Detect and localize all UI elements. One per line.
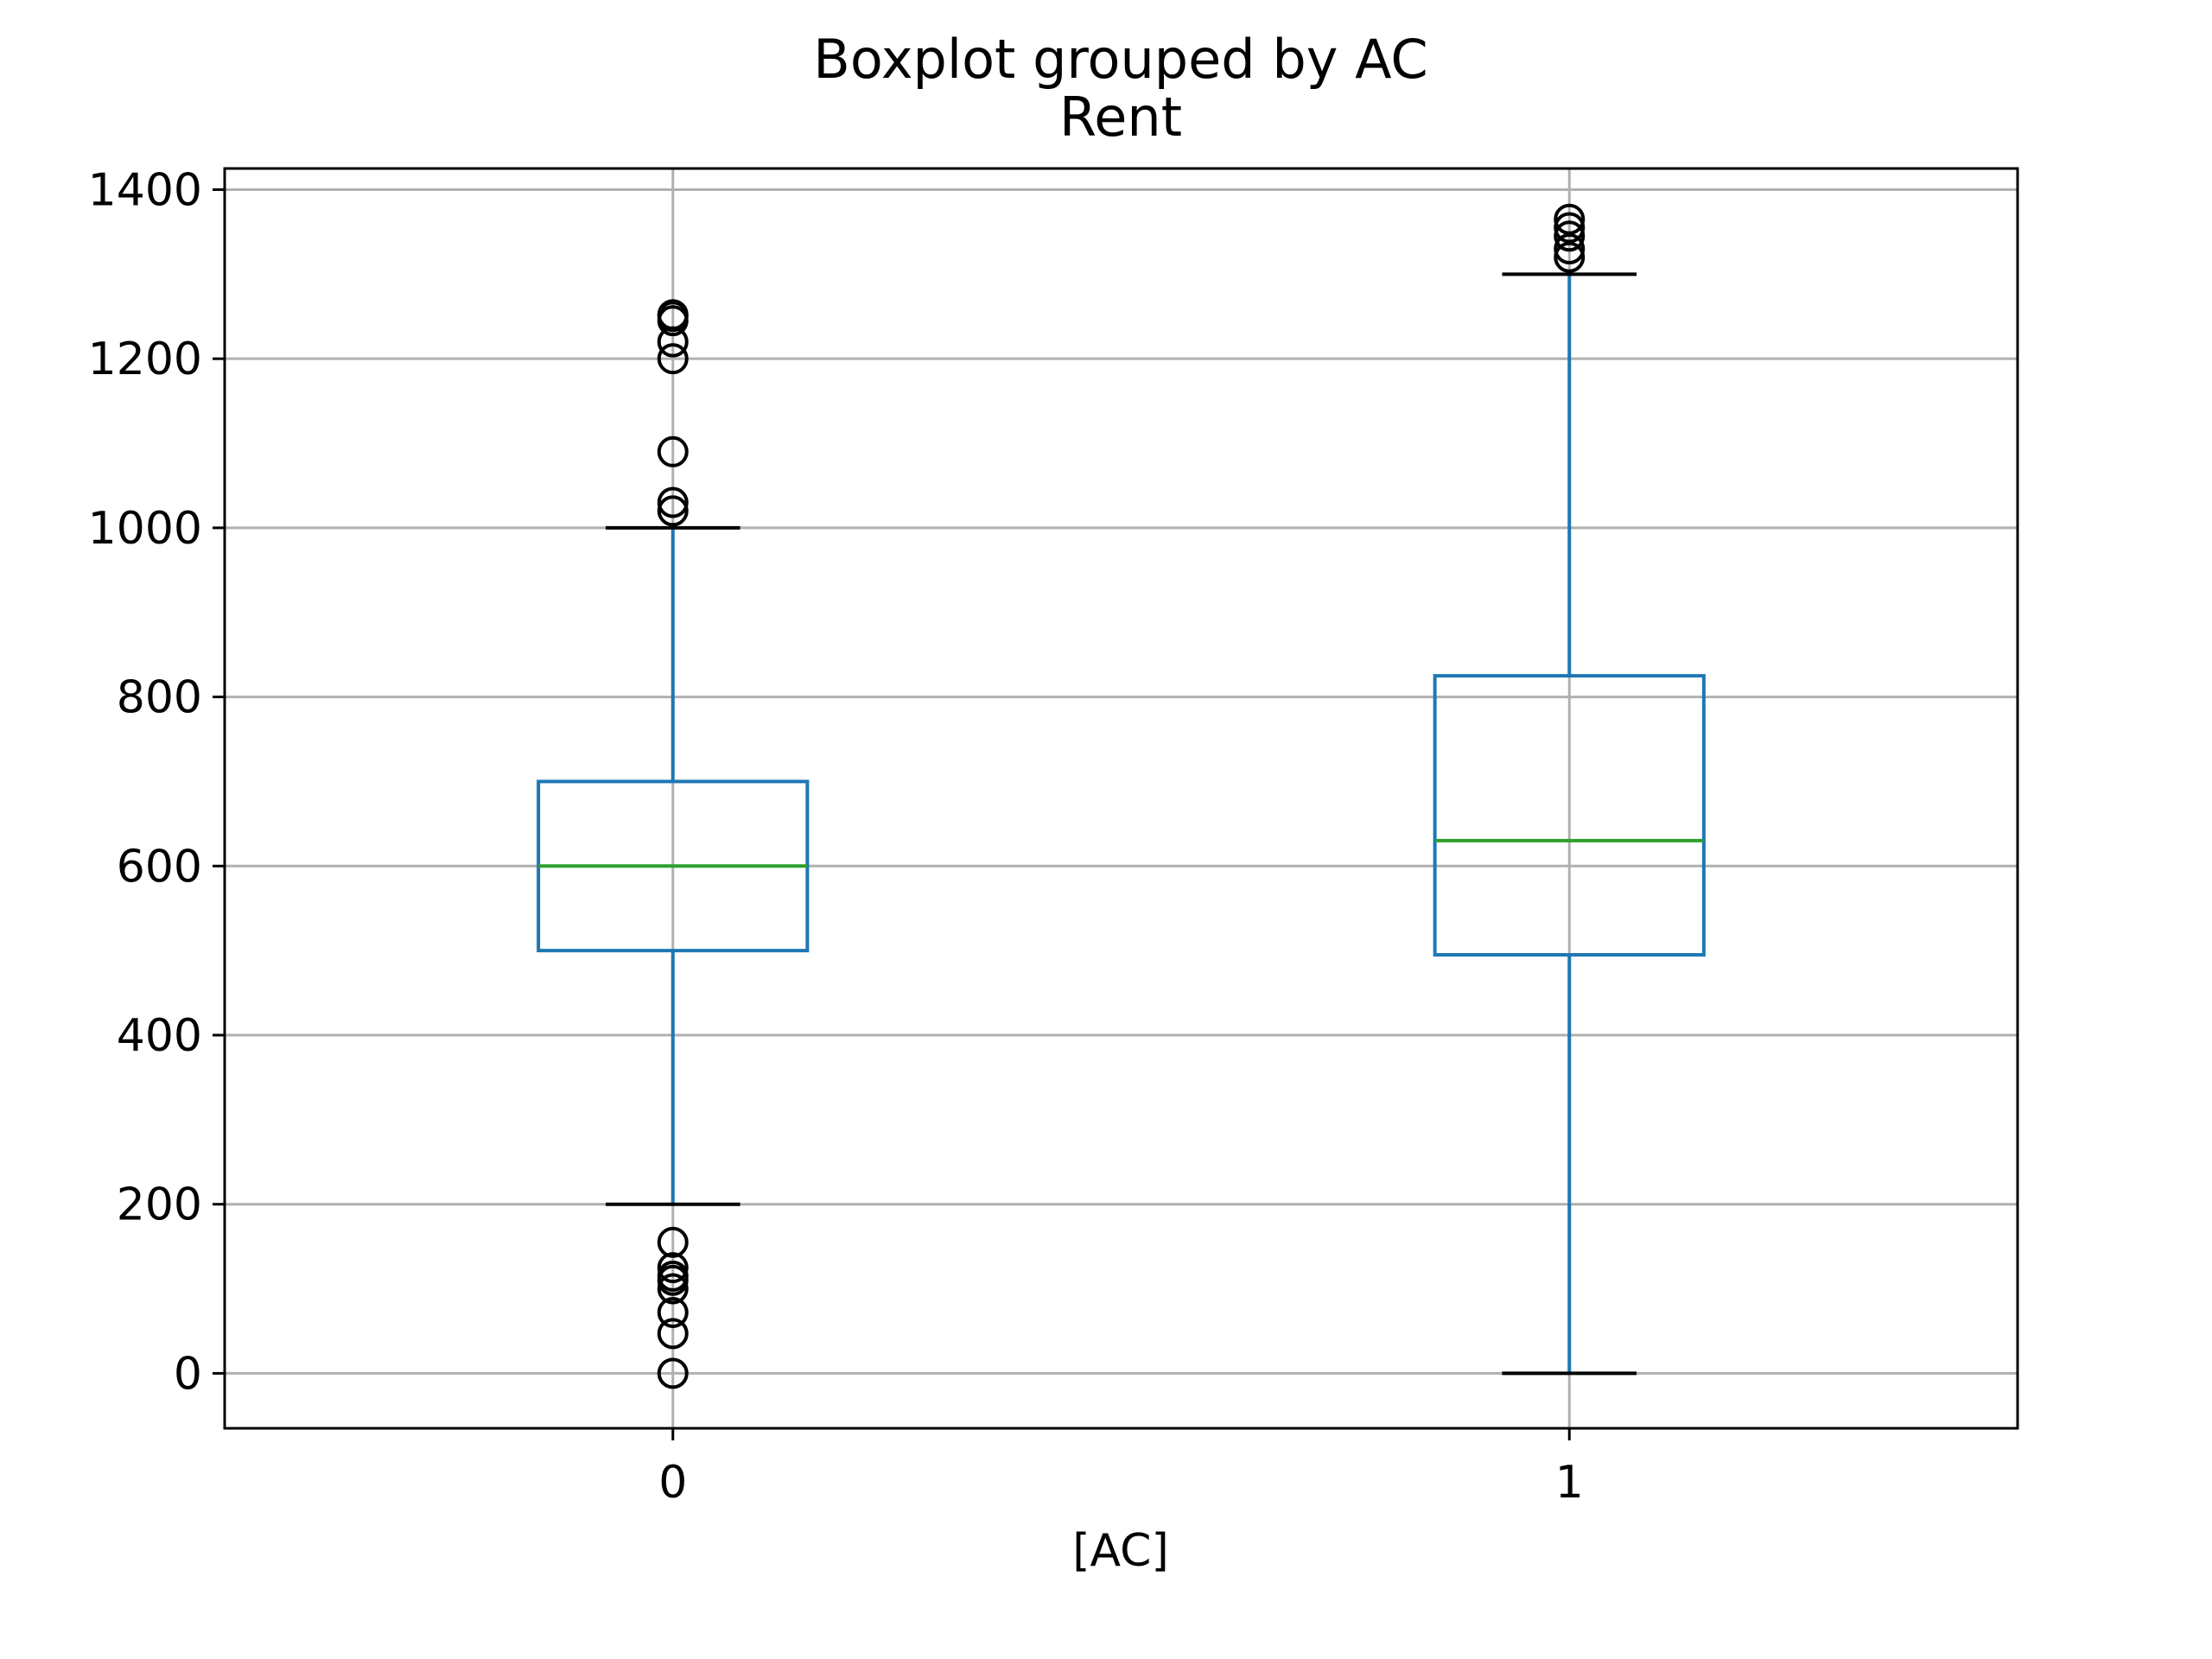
iqr-box	[1433, 674, 1706, 957]
plot-frame	[223, 167, 2019, 1430]
tick-layer: 0 200 400 600 800 1000 1200 1400 0 1	[88, 164, 1584, 1509]
x-tick-label: 1	[1555, 1457, 1584, 1509]
y-tick-label: 0	[174, 1348, 202, 1400]
outlier-point	[657, 486, 689, 518]
y-tick-label: 200	[117, 1179, 202, 1231]
outlier-point	[657, 1264, 689, 1296]
outlier-point	[1554, 241, 1586, 273]
x-tick-label: 0	[658, 1457, 687, 1509]
chart-suptitle: Boxplot grouped by AC	[813, 28, 1427, 91]
outlier-point	[657, 1273, 689, 1305]
y-tick-label: 600	[117, 841, 202, 893]
outlier-point	[1554, 203, 1586, 235]
chart-title: Rent	[1059, 86, 1182, 149]
outlier-point	[657, 495, 689, 527]
outlier-point	[657, 1296, 689, 1328]
box-layer	[537, 203, 1706, 1389]
outlier-point	[657, 1318, 689, 1350]
outlier-point	[657, 1357, 689, 1389]
box-group-1	[1433, 203, 1706, 1376]
outlier-point	[1554, 220, 1586, 252]
y-tick-label: 800	[117, 672, 202, 724]
outlier-point	[1554, 232, 1586, 264]
x-axis-label: [AC]	[1072, 1525, 1169, 1577]
outlier-point	[657, 1226, 689, 1258]
outlier-point	[657, 1252, 689, 1284]
y-tick-label: 1400	[88, 164, 202, 216]
outlier-point	[657, 435, 689, 467]
box-group-0	[537, 299, 810, 1389]
outlier-point	[657, 299, 689, 331]
y-tick-label: 400	[117, 1010, 202, 1062]
outlier-point	[657, 343, 689, 375]
y-tick-label: 1200	[88, 334, 202, 385]
y-tick-label: 1000	[88, 503, 202, 555]
outlier-point	[1554, 212, 1586, 244]
